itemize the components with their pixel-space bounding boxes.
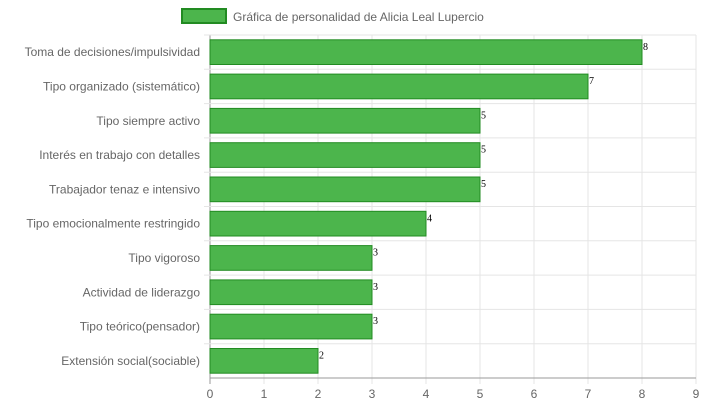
bar[interactable]: [209, 107, 481, 134]
bar[interactable]: [209, 210, 427, 237]
bar[interactable]: [209, 279, 373, 306]
x-tick-label: 2: [315, 387, 322, 401]
bar[interactable]: [209, 176, 481, 203]
x-tick-label: 6: [531, 387, 538, 401]
value-label: 3: [373, 316, 378, 327]
bar[interactable]: [209, 39, 643, 65]
category-label: Tipo siempre activo: [96, 114, 200, 128]
x-tick-label: 7: [585, 387, 592, 401]
bars: [209, 39, 643, 374]
bar[interactable]: [209, 142, 481, 168]
category-label: Tipo organizado (sistemático): [43, 79, 200, 93]
bar[interactable]: [209, 313, 373, 340]
x-tick-label: 1: [261, 387, 268, 401]
value-labels: 8 7 5 5 5 4 3 3 3 2: [319, 42, 648, 362]
value-label: 7: [589, 76, 594, 87]
value-label: 5: [481, 110, 486, 121]
x-tick-label: 5: [477, 387, 484, 401]
legend-label: Gráfica de personalidad de Alicia Leal L…: [233, 10, 484, 24]
value-label: 3: [373, 282, 378, 293]
value-label: 5: [481, 145, 486, 156]
x-tick-label: 8: [639, 387, 646, 401]
value-label: 2: [319, 351, 324, 362]
legend[interactable]: Gráfica de personalidad de Alicia Leal L…: [181, 8, 484, 24]
legend-swatch: [181, 8, 227, 24]
value-label: 8: [643, 42, 648, 53]
category-label: Tipo teórico(pensador): [80, 320, 200, 334]
value-label: 3: [373, 248, 378, 259]
category-label: Toma de decisiones/impulsividad: [25, 45, 200, 59]
x-axis-ticks: 0 1 2 3 4 5 6 7 8 9: [207, 387, 700, 401]
category-label: Actividad de liderazgo: [83, 285, 201, 299]
value-label: 4: [427, 213, 432, 224]
value-label: 5: [481, 179, 486, 190]
x-tick-label: 9: [693, 387, 700, 401]
category-label: Extensión social(sociable): [61, 354, 200, 368]
category-labels: Toma de decisiones/impulsividad Tipo orga…: [25, 45, 201, 368]
bar[interactable]: [209, 348, 319, 374]
x-tick-label: 4: [423, 387, 430, 401]
bar[interactable]: [209, 245, 373, 271]
category-label: Tipo vigoroso: [128, 251, 200, 265]
bar[interactable]: [209, 73, 589, 100]
category-label: Trabajador tenaz e intensivo: [49, 182, 200, 196]
x-tick-label: 0: [207, 387, 214, 401]
category-label: Tipo emocionalmente restringido: [26, 217, 200, 231]
x-tick-label: 3: [369, 387, 376, 401]
category-label: Interés en trabajo con detalles: [39, 148, 200, 162]
